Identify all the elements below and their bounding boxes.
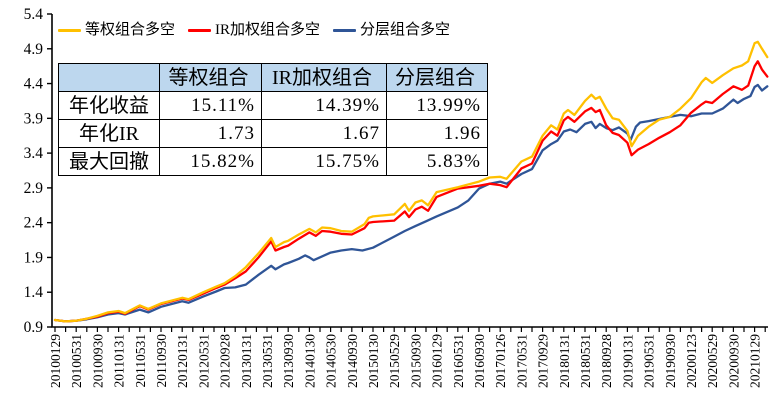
table-header-layered: 分层组合 bbox=[386, 63, 488, 92]
legend-item-equal-weight: 等权组合多空 bbox=[58, 21, 176, 38]
y-axis-label: 5.4 bbox=[24, 6, 44, 23]
row-label-annual-return: 年化收益 bbox=[58, 91, 160, 120]
x-axis-label: 20170531 bbox=[514, 334, 529, 388]
cell-value: 1.96 bbox=[386, 119, 488, 148]
x-axis-label: 20150130 bbox=[366, 334, 381, 388]
y-axis-label: 4.9 bbox=[24, 41, 44, 58]
cell-value: 5.83% bbox=[386, 147, 488, 176]
stats-table: 等权组合 IR加权组合 分层组合 年化收益 15.11% 14.39% 13.9… bbox=[58, 63, 488, 176]
x-axis-label: 20190131 bbox=[620, 334, 635, 388]
x-axis: 20100129 20100531 20100930 20110131 20110531… bbox=[48, 327, 766, 388]
y-axis-label: 1.9 bbox=[24, 249, 44, 266]
x-axis-label: 20180131 bbox=[557, 334, 572, 388]
legend-label: IR加权组合多空 bbox=[215, 21, 321, 38]
y-axis-label: 2.9 bbox=[24, 180, 44, 197]
x-axis-label: 20200529 bbox=[705, 334, 720, 388]
series-line-等权组合多空 bbox=[53, 40, 769, 323]
x-axis-label: 20140930 bbox=[345, 334, 360, 388]
cell-value: 14.39% bbox=[261, 91, 387, 120]
y-axis-label: 0.9 bbox=[24, 319, 44, 336]
legend-item-ir-weight: IR加权组合多空 bbox=[188, 21, 321, 38]
table-row-annual-return: 年化收益 15.11% 14.39% 13.99% bbox=[58, 91, 488, 120]
row-label-max-drawdown: 最大回撤 bbox=[58, 147, 160, 176]
y-axis-label: 1.4 bbox=[24, 284, 44, 301]
chart-legend: 等权组合多空 IR加权组合多空 分层组合多空 bbox=[58, 19, 450, 41]
x-axis-label: 20100129 bbox=[48, 334, 63, 388]
x-axis-label: 20150930 bbox=[408, 334, 423, 388]
x-axis-label: 20170126 bbox=[493, 334, 508, 388]
legend-line-swatch-yellow bbox=[58, 28, 81, 32]
axis-lines bbox=[51, 14, 768, 328]
x-axis-label: 20200123 bbox=[684, 334, 699, 388]
x-axis-label: 20140130 bbox=[302, 334, 317, 388]
x-axis-label: 20120131 bbox=[175, 334, 190, 388]
y-axis-label: 2.4 bbox=[24, 215, 44, 232]
x-axis-label: 20190531 bbox=[642, 334, 657, 388]
x-axis-label: 20180531 bbox=[578, 334, 593, 388]
x-axis-label: 20160930 bbox=[472, 334, 487, 388]
table-header-ir-weight: IR加权组合 bbox=[261, 63, 387, 92]
table-corner-cell bbox=[58, 63, 160, 92]
y-axis-label: 4.4 bbox=[24, 76, 44, 93]
cell-value: 15.82% bbox=[159, 147, 262, 176]
legend-label: 等权组合多空 bbox=[85, 21, 176, 38]
table-row-annual-ir: 年化IR 1.73 1.67 1.96 bbox=[58, 119, 488, 148]
x-axis-label: 20160531 bbox=[451, 334, 466, 388]
table-header-row: 等权组合 IR加权组合 分层组合 bbox=[58, 63, 488, 92]
x-axis-label: 20110131 bbox=[112, 334, 127, 388]
x-axis-label: 20200930 bbox=[726, 334, 741, 388]
x-axis-label: 20100930 bbox=[90, 334, 105, 388]
x-axis-label: 20130930 bbox=[281, 334, 296, 388]
x-axis-label: 20100531 bbox=[69, 334, 84, 388]
cell-value: 13.99% bbox=[386, 91, 488, 120]
y-axis-label: 3.4 bbox=[24, 145, 44, 162]
x-axis-label: 20180928 bbox=[599, 334, 614, 388]
legend-label: 分层组合多空 bbox=[360, 21, 451, 38]
x-axis-label: 20130531 bbox=[260, 334, 275, 388]
x-axis-label: 20140530 bbox=[324, 334, 339, 388]
x-axis-label: 20110930 bbox=[154, 334, 169, 388]
x-axis-label: 20110531 bbox=[133, 334, 148, 388]
y-axis-label: 3.9 bbox=[24, 110, 44, 127]
x-axis-label: 20120928 bbox=[218, 334, 233, 388]
table-header-equal-weight: 等权组合 bbox=[159, 63, 262, 92]
row-label-annual-ir: 年化IR bbox=[58, 119, 160, 148]
x-axis-label: 20130131 bbox=[239, 334, 254, 388]
cell-value: 1.73 bbox=[159, 119, 262, 148]
cell-value: 1.67 bbox=[261, 119, 387, 148]
x-axis-label: 20150529 bbox=[387, 334, 402, 388]
x-axis-label: 20170929 bbox=[536, 334, 551, 388]
x-axis-label: 20190930 bbox=[663, 334, 678, 388]
x-axis-label: 20160129 bbox=[430, 334, 445, 388]
legend-line-swatch-blue bbox=[333, 28, 357, 32]
legend-item-layered: 分层组合多空 bbox=[333, 21, 451, 38]
legend-line-swatch-red bbox=[188, 28, 212, 32]
cell-value: 15.11% bbox=[159, 91, 262, 120]
x-axis-label: 20210129 bbox=[748, 334, 763, 388]
y-axis: 0.9 1.4 1.9 2.4 2.9 3.4 3.9 4.4 4.9 5.4 bbox=[24, 6, 52, 336]
x-axis-label: 20120531 bbox=[196, 334, 211, 388]
cell-value: 15.75% bbox=[261, 147, 387, 176]
table-row-max-drawdown: 最大回撤 15.82% 15.75% 5.83% bbox=[58, 147, 488, 176]
